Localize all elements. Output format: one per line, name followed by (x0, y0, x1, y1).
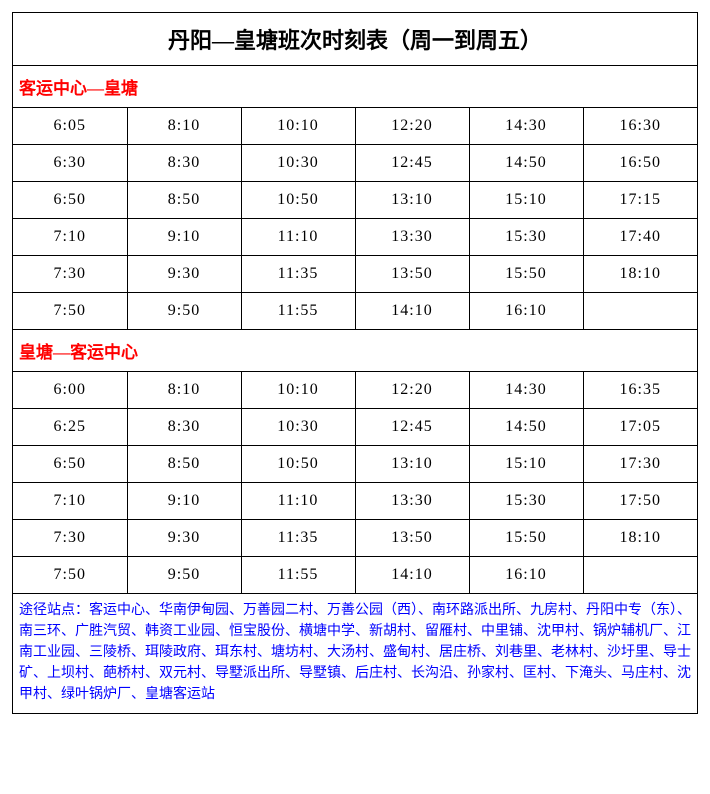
time-cell: 13:10 (355, 182, 469, 219)
time-cell: 6:25 (13, 409, 127, 446)
table-row: 7:109:1011:1013:3015:3017:50 (13, 483, 697, 520)
time-cell: 9:10 (127, 483, 241, 520)
time-cell: 8:50 (127, 446, 241, 483)
time-cell: 9:30 (127, 520, 241, 557)
time-cell: 10:30 (241, 145, 355, 182)
table-row: 7:309:3011:3513:5015:5018:10 (13, 256, 697, 293)
time-cell: 11:10 (241, 483, 355, 520)
time-cell: 17:40 (583, 219, 697, 256)
time-cell: 13:30 (355, 483, 469, 520)
time-cell: 6:50 (13, 446, 127, 483)
time-cell: 6:50 (13, 182, 127, 219)
time-cell: 7:50 (13, 557, 127, 594)
time-cell: 12:20 (355, 108, 469, 145)
time-cell: 17:50 (583, 483, 697, 520)
time-cell: 9:50 (127, 293, 241, 330)
time-cell: 16:30 (583, 108, 697, 145)
table-row: 6:508:5010:5013:1015:1017:15 (13, 182, 697, 219)
time-cell: 14:10 (355, 557, 469, 594)
table-row: 6:058:1010:1012:2014:3016:30 (13, 108, 697, 145)
time-cell: 6:05 (13, 108, 127, 145)
time-cell: 6:00 (13, 372, 127, 409)
time-cell: 11:35 (241, 256, 355, 293)
time-cell: 16:10 (469, 293, 583, 330)
time-cell: 13:50 (355, 256, 469, 293)
time-cell: 7:10 (13, 483, 127, 520)
time-cell: 12:45 (355, 409, 469, 446)
time-cell: 13:30 (355, 219, 469, 256)
route-stops-note: 途径站点：客运中心、华南伊甸园、万善园二村、万善公园（西）、南环路派出所、九房村… (13, 594, 697, 713)
time-cell: 10:50 (241, 182, 355, 219)
time-cell: 9:50 (127, 557, 241, 594)
time-cell (583, 293, 697, 330)
time-cell: 15:10 (469, 182, 583, 219)
time-cell: 11:55 (241, 293, 355, 330)
time-cell: 16:50 (583, 145, 697, 182)
time-cell: 18:10 (583, 256, 697, 293)
time-cell: 15:50 (469, 256, 583, 293)
table-row: 7:109:1011:1013:3015:3017:40 (13, 219, 697, 256)
schedule-section: 客运中心—皇塘6:058:1010:1012:2014:3016:306:308… (13, 66, 697, 330)
time-cell: 15:30 (469, 483, 583, 520)
section-header: 客运中心—皇塘 (13, 66, 697, 108)
time-cell: 14:50 (469, 409, 583, 446)
timetable-container: 丹阳—皇塘班次时刻表（周一到周五） 客运中心—皇塘6:058:1010:1012… (12, 12, 698, 714)
schedule-table: 6:008:1010:1012:2014:3016:356:258:3010:3… (13, 372, 697, 593)
time-cell: 17:05 (583, 409, 697, 446)
table-row: 7:509:5011:5514:1016:10 (13, 557, 697, 594)
schedule-section: 皇塘—客运中心6:008:1010:1012:2014:3016:356:258… (13, 330, 697, 594)
time-cell: 8:30 (127, 409, 241, 446)
time-cell: 18:10 (583, 520, 697, 557)
table-row: 6:258:3010:3012:4514:5017:05 (13, 409, 697, 446)
time-cell: 7:50 (13, 293, 127, 330)
time-cell: 13:10 (355, 446, 469, 483)
table-row: 6:308:3010:3012:4514:5016:50 (13, 145, 697, 182)
time-cell: 7:10 (13, 219, 127, 256)
time-cell: 6:30 (13, 145, 127, 182)
time-cell (583, 557, 697, 594)
time-cell: 10:30 (241, 409, 355, 446)
time-cell: 14:10 (355, 293, 469, 330)
time-cell: 14:50 (469, 145, 583, 182)
time-cell: 13:50 (355, 520, 469, 557)
time-cell: 15:50 (469, 520, 583, 557)
time-cell: 16:35 (583, 372, 697, 409)
time-cell: 10:10 (241, 108, 355, 145)
time-cell: 10:50 (241, 446, 355, 483)
time-cell: 12:20 (355, 372, 469, 409)
time-cell: 11:35 (241, 520, 355, 557)
time-cell: 8:50 (127, 182, 241, 219)
page-title: 丹阳—皇塘班次时刻表（周一到周五） (13, 13, 697, 66)
time-cell: 10:10 (241, 372, 355, 409)
time-cell: 17:30 (583, 446, 697, 483)
time-cell: 8:30 (127, 145, 241, 182)
section-header: 皇塘—客运中心 (13, 330, 697, 372)
time-cell: 9:10 (127, 219, 241, 256)
schedule-table: 6:058:1010:1012:2014:3016:306:308:3010:3… (13, 108, 697, 329)
time-cell: 16:10 (469, 557, 583, 594)
time-cell: 9:30 (127, 256, 241, 293)
table-row: 6:508:5010:5013:1015:1017:30 (13, 446, 697, 483)
time-cell: 11:10 (241, 219, 355, 256)
time-cell: 12:45 (355, 145, 469, 182)
time-cell: 7:30 (13, 520, 127, 557)
time-cell: 15:30 (469, 219, 583, 256)
time-cell: 8:10 (127, 372, 241, 409)
table-row: 7:309:3011:3513:5015:5018:10 (13, 520, 697, 557)
time-cell: 11:55 (241, 557, 355, 594)
time-cell: 8:10 (127, 108, 241, 145)
table-row: 6:008:1010:1012:2014:3016:35 (13, 372, 697, 409)
table-row: 7:509:5011:5514:1016:10 (13, 293, 697, 330)
time-cell: 14:30 (469, 372, 583, 409)
time-cell: 17:15 (583, 182, 697, 219)
time-cell: 15:10 (469, 446, 583, 483)
time-cell: 14:30 (469, 108, 583, 145)
time-cell: 7:30 (13, 256, 127, 293)
